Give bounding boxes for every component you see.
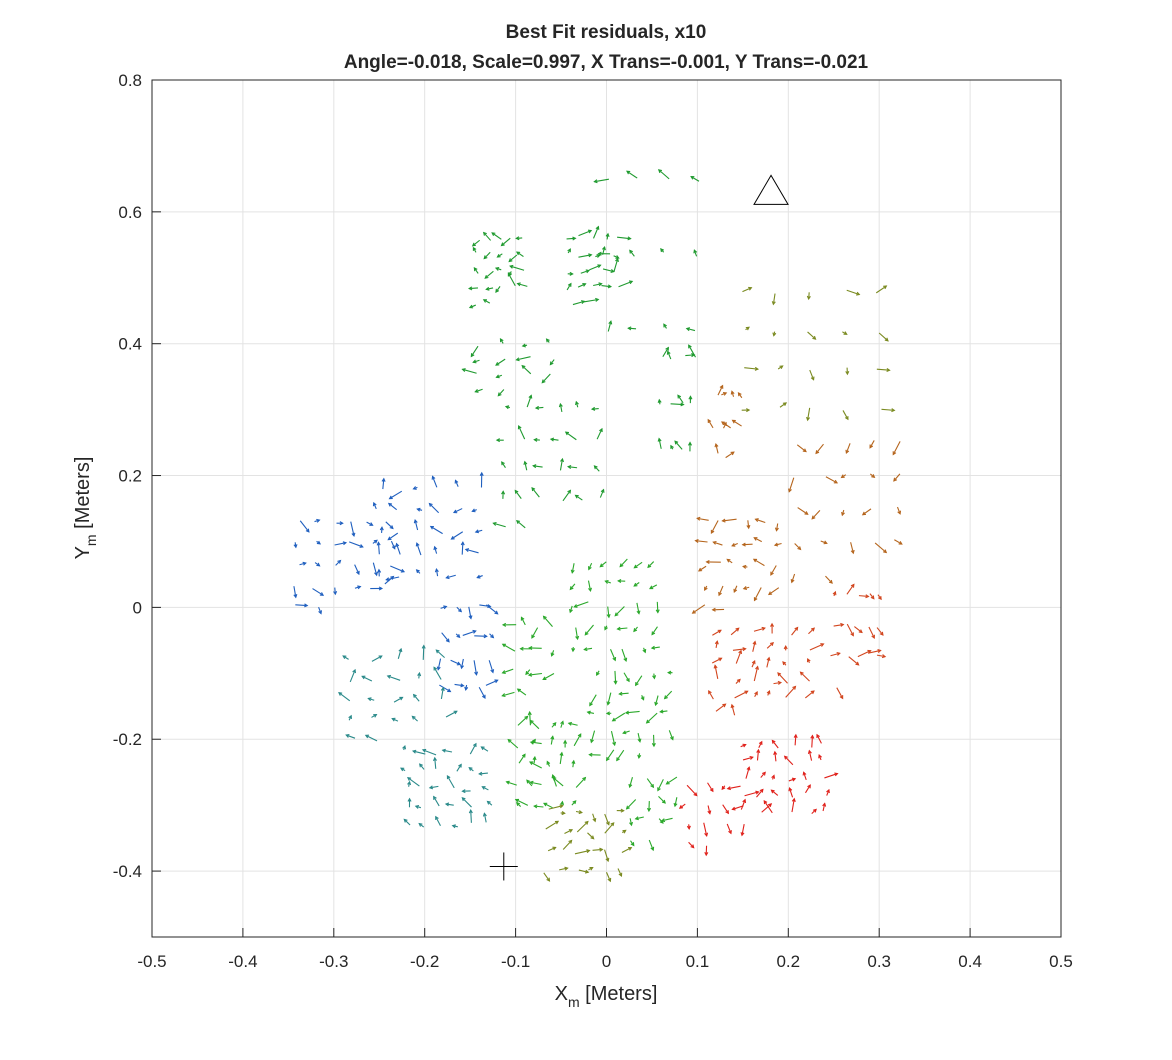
- y-axis-label-unit: [Meters]: [72, 457, 94, 535]
- x-axis-label-unit: [Meters]: [580, 983, 658, 1005]
- x-axis-label-var: X: [555, 983, 568, 1005]
- x-tick-label: -0.4: [228, 952, 257, 971]
- y-axis-label: Ym [Meters]: [72, 457, 99, 560]
- x-tick-label: 0.3: [867, 952, 891, 971]
- x-axis-label: Xm [Meters]: [555, 983, 658, 1010]
- x-tick-label: 0.5: [1049, 952, 1073, 971]
- x-tick-label: -0.1: [501, 952, 530, 971]
- x-tick-label: -0.3: [319, 952, 348, 971]
- y-tick-label: 0: [133, 598, 142, 617]
- y-axis-label-var: Y: [72, 546, 94, 559]
- x-tick-label: 0.4: [958, 952, 982, 971]
- residual-arrow: [423, 646, 424, 660]
- x-tick-label: -0.2: [410, 952, 439, 971]
- y-tick-label: 0.2: [118, 467, 142, 486]
- y-axis-label-sub: m: [83, 534, 99, 546]
- x-tick-label: 0.1: [686, 952, 710, 971]
- y-tick-label: -0.2: [113, 730, 142, 749]
- y-tick-label: 0.4: [118, 335, 142, 354]
- x-axis-label-sub: m: [568, 994, 580, 1010]
- y-tick-label: 0.8: [118, 71, 142, 90]
- y-tick-label: -0.4: [113, 862, 142, 881]
- y-tick-label: 0.6: [118, 203, 142, 222]
- x-tick-label: 0.2: [776, 952, 800, 971]
- chart-title-line2: Angle=-0.018, Scale=0.997, X Trans=-0.00…: [344, 52, 869, 73]
- chart-title-line1: Best Fit residuals, x10: [506, 22, 707, 43]
- x-tick-label: -0.5: [137, 952, 166, 971]
- x-tick-label: 0: [602, 952, 611, 971]
